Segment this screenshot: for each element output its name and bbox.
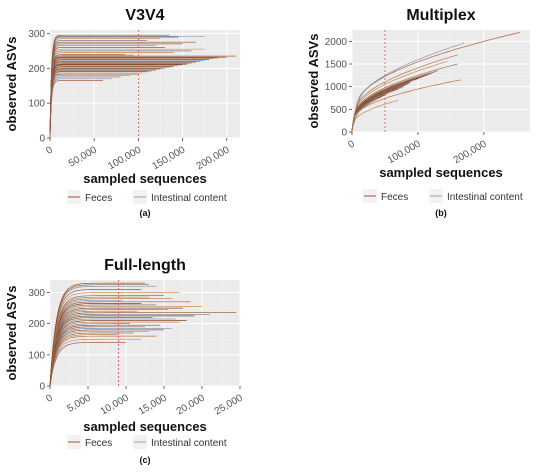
rarefaction-curve	[49, 282, 145, 386]
x-axis-label: sampled sequences	[83, 171, 207, 186]
curve-group	[49, 282, 237, 387]
panel-label: (b)	[435, 208, 447, 218]
y-tick-label: 2000	[325, 37, 348, 48]
legend-label: Intestinal content	[151, 438, 227, 449]
chart-title: Multiplex	[406, 7, 475, 24]
legend: Feces Intestinal content	[67, 435, 227, 449]
rarefaction-curve	[351, 31, 521, 133]
y-tick-label: 1000	[325, 82, 348, 93]
x-tick-label: 150,000	[150, 144, 187, 172]
panel-label: (a)	[140, 208, 151, 218]
chart-title: V3V4	[125, 7, 164, 24]
x-tick-label: 5,000	[66, 392, 94, 414]
y-tick-label: 200	[28, 319, 45, 330]
y-axis-label: observed ASVs	[4, 286, 19, 381]
x-axis-label: sampled sequences	[379, 165, 503, 180]
x-tick-label: 200,000	[195, 144, 232, 172]
y-tick-label: 500	[330, 105, 347, 116]
x-tick-label: 0	[346, 138, 357, 151]
chart-panel-3: 0 5,000 10,000 15,000 20,000 25,000 0 100 200 300…	[4, 257, 245, 465]
y-axis-label: observed ASVs	[4, 37, 19, 132]
rarefaction-curve	[351, 97, 379, 133]
x-tick-label: 0	[44, 144, 55, 157]
y-tick-label: 100	[28, 99, 45, 110]
rarefaction-curve	[351, 42, 465, 133]
legend-label: Intestinal content	[151, 193, 227, 204]
chart-panel-1: 0 50,000 100,000 150,000 200,000 0 100 200 300 V3…	[4, 7, 240, 218]
curve-group	[351, 31, 521, 133]
rarefaction-curve	[351, 60, 448, 133]
legend: Feces Intestinal content	[363, 189, 523, 203]
rarefaction-curve	[351, 79, 461, 133]
legend-label: Intestinal content	[447, 192, 523, 203]
plot-background	[50, 30, 240, 138]
x-axis-label: sampled sequences	[83, 419, 207, 434]
plot-background	[352, 30, 530, 132]
chart-title: Full-length	[104, 257, 186, 274]
y-tick-label: 300	[28, 288, 45, 299]
y-tick-label: 0	[39, 134, 45, 145]
x-tick-label: 25,000	[213, 392, 245, 417]
x-tick-label: 200,000	[452, 138, 489, 166]
rarefaction-curve	[351, 99, 399, 133]
y-tick-label: 100	[28, 350, 45, 361]
y-tick-label: 300	[28, 29, 45, 40]
y-tick-label: 200	[28, 64, 45, 75]
curve-group	[49, 34, 236, 138]
y-tick-label: 0	[39, 382, 45, 393]
x-tick-label: 100,000	[106, 144, 143, 172]
y-axis-label: observed ASVs	[306, 34, 321, 129]
y-tick-label: 0	[341, 128, 347, 139]
rarefaction-curve	[351, 54, 458, 133]
panel-label: (c)	[140, 455, 151, 465]
x-tick-label: 15,000	[137, 392, 169, 417]
chart-panel-2: 0 100,000 200,000 0 500 1000 1500 2000 Multiplex…	[306, 7, 530, 218]
x-tick-label: 0	[44, 392, 55, 405]
x-tick-label: 10,000	[99, 392, 131, 417]
legend-label: Feces	[381, 192, 408, 203]
y-tick-label: 1500	[325, 60, 348, 71]
x-tick-label: 20,000	[175, 392, 207, 417]
x-tick-label: 100,000	[386, 138, 423, 166]
rarefaction-curve	[49, 34, 170, 138]
legend-label: Feces	[85, 193, 112, 204]
legend-label: Feces	[85, 438, 112, 449]
x-tick-label: 50,000	[67, 144, 99, 169]
legend: Feces Intestinal content	[67, 190, 227, 204]
